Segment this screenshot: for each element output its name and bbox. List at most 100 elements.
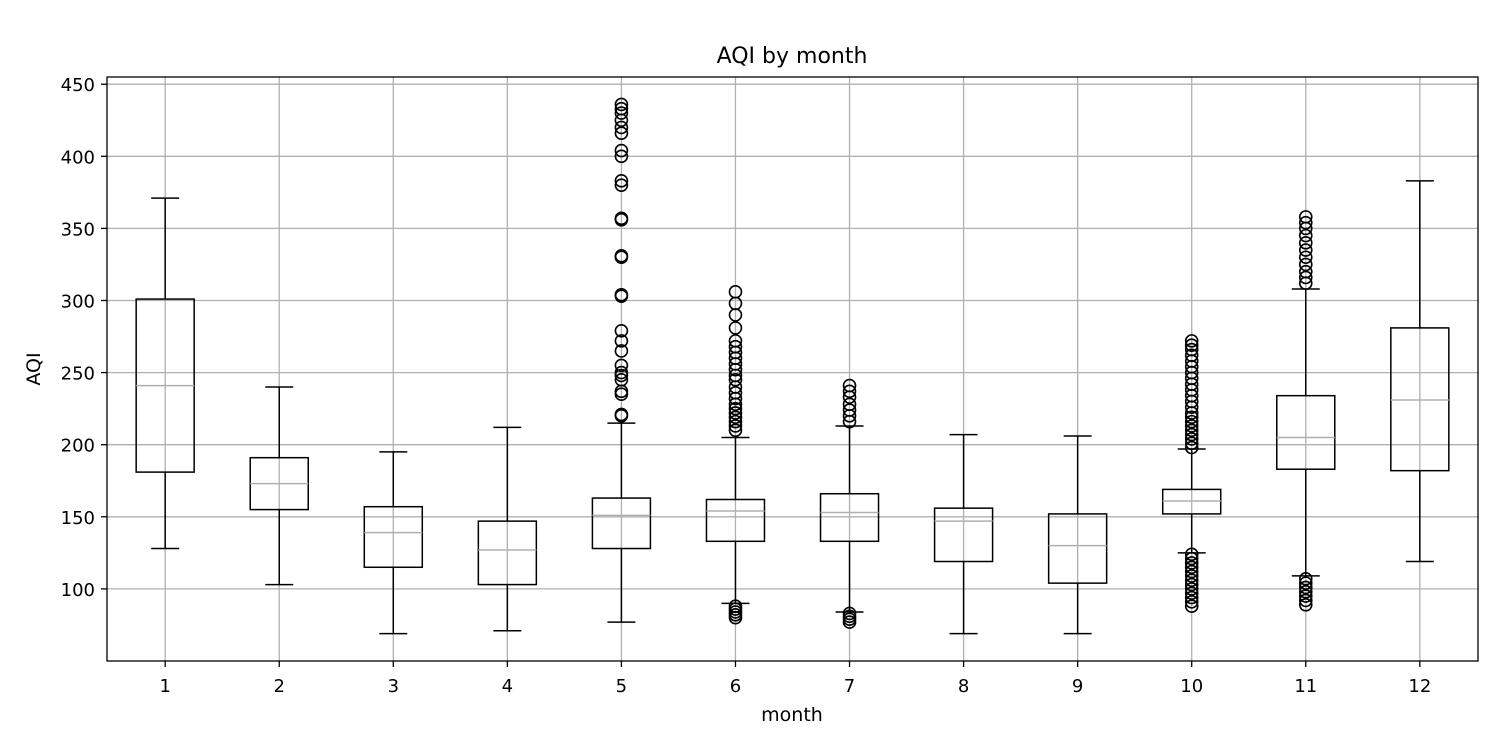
y-tick-label: 350 — [61, 219, 95, 240]
outlier-point — [1298, 264, 1313, 279]
outlier-point — [1298, 270, 1313, 285]
box-group-month-8 — [933, 433, 994, 635]
outlier-point — [1184, 586, 1199, 601]
x-tick-label: 1 — [159, 676, 170, 697]
outlier-point — [728, 285, 743, 299]
iqr-box — [1276, 394, 1336, 470]
outlier-point — [1184, 348, 1199, 363]
x-tick-label: 2 — [274, 676, 285, 697]
x-tick-label: 11 — [1294, 676, 1317, 697]
x-tick-label: 9 — [1072, 676, 1083, 697]
outlier-point — [1298, 228, 1313, 243]
box-group-month-9 — [1047, 435, 1108, 635]
outlier-point — [1184, 577, 1199, 592]
y-tick-label: 250 — [61, 364, 95, 385]
outlier-point — [614, 365, 629, 380]
y-tick-label: 300 — [61, 292, 95, 313]
outlier-point — [1298, 215, 1313, 230]
outlier-point — [614, 211, 629, 226]
outlier-point — [1184, 427, 1199, 442]
iqr-box — [363, 505, 424, 569]
outlier-point — [1184, 595, 1199, 609]
x-tick-label: 5 — [616, 676, 627, 697]
outlier-point — [614, 106, 629, 120]
outlier-point — [842, 384, 857, 399]
outlier-point — [614, 149, 629, 164]
box-group-month-3 — [363, 451, 424, 635]
outlier-point — [1298, 589, 1313, 603]
outlier-point — [1184, 551, 1199, 566]
x-axis-label: month — [761, 704, 823, 726]
outlier-point — [1298, 584, 1313, 599]
outlier-point — [842, 378, 857, 393]
iqr-box — [1047, 513, 1108, 584]
box-group-month-12 — [1390, 180, 1450, 563]
outlier-point — [1298, 572, 1313, 586]
outlier-point — [842, 403, 857, 417]
outlier-point — [728, 599, 743, 614]
outlier-point — [614, 174, 629, 188]
x-tick-label: 10 — [1180, 676, 1203, 697]
outlier-point — [728, 334, 743, 348]
x-tick-label: 7 — [844, 676, 855, 697]
outlier-point — [614, 373, 629, 387]
box-group-month-10 — [1161, 334, 1222, 614]
outlier-point — [1298, 593, 1313, 608]
outlier-point — [1184, 599, 1199, 614]
outlier-point — [1184, 432, 1199, 446]
outlier-point — [1184, 564, 1199, 579]
outlier-point — [614, 407, 629, 422]
outlier-point — [728, 321, 743, 335]
outlier-point — [614, 178, 629, 192]
outlier-point — [1298, 257, 1313, 272]
outlier-point — [614, 97, 629, 112]
outlier-point — [1184, 440, 1199, 455]
outlier-point — [728, 410, 743, 425]
outlier-point — [614, 323, 629, 338]
x-tick-label: 6 — [730, 676, 741, 697]
outlier-point — [1298, 243, 1313, 257]
outlier-point — [1184, 410, 1199, 425]
outlier-point — [614, 344, 629, 358]
outlier-point — [1184, 334, 1199, 348]
plot-frame — [106, 76, 1479, 662]
outlier-point — [1184, 560, 1199, 575]
iqr-box — [819, 492, 880, 543]
outlier-point — [1184, 338, 1199, 353]
box-group-month-5 — [591, 97, 652, 623]
outlier-point — [1184, 342, 1199, 357]
outlier-point — [614, 358, 629, 373]
outlier-point — [1184, 547, 1199, 562]
box-layer — [135, 97, 1450, 635]
x-tick-label: 8 — [958, 676, 969, 697]
outlier-point — [728, 423, 743, 438]
box-group-month-6 — [705, 285, 766, 625]
box-group-month-1 — [135, 197, 195, 550]
grid-layer — [107, 77, 1478, 661]
x-tick-label: 3 — [388, 676, 399, 697]
iqr-box — [705, 498, 766, 543]
outlier-point — [1298, 576, 1313, 590]
outlier-point — [1298, 580, 1313, 595]
outlier-point — [614, 126, 629, 141]
outlier-point — [614, 120, 629, 135]
outlier-point — [728, 339, 743, 354]
outlier-point — [728, 406, 743, 420]
box-group-month-11 — [1276, 210, 1336, 612]
y-tick-label: 200 — [61, 436, 95, 457]
outlier-point — [728, 419, 743, 433]
outlier-point — [1298, 597, 1313, 612]
x-tick-label: 4 — [502, 676, 513, 697]
y-tick-label: 400 — [61, 147, 95, 168]
box-group-month-7 — [819, 378, 880, 629]
outlier-point — [1184, 556, 1199, 570]
iqr-box — [591, 497, 652, 550]
outlier-point — [728, 401, 743, 416]
chart-title: AQI by month — [717, 44, 868, 69]
outlier-point — [614, 143, 629, 158]
outlier-point — [1184, 419, 1199, 433]
x-tick-label: 12 — [1408, 676, 1431, 697]
